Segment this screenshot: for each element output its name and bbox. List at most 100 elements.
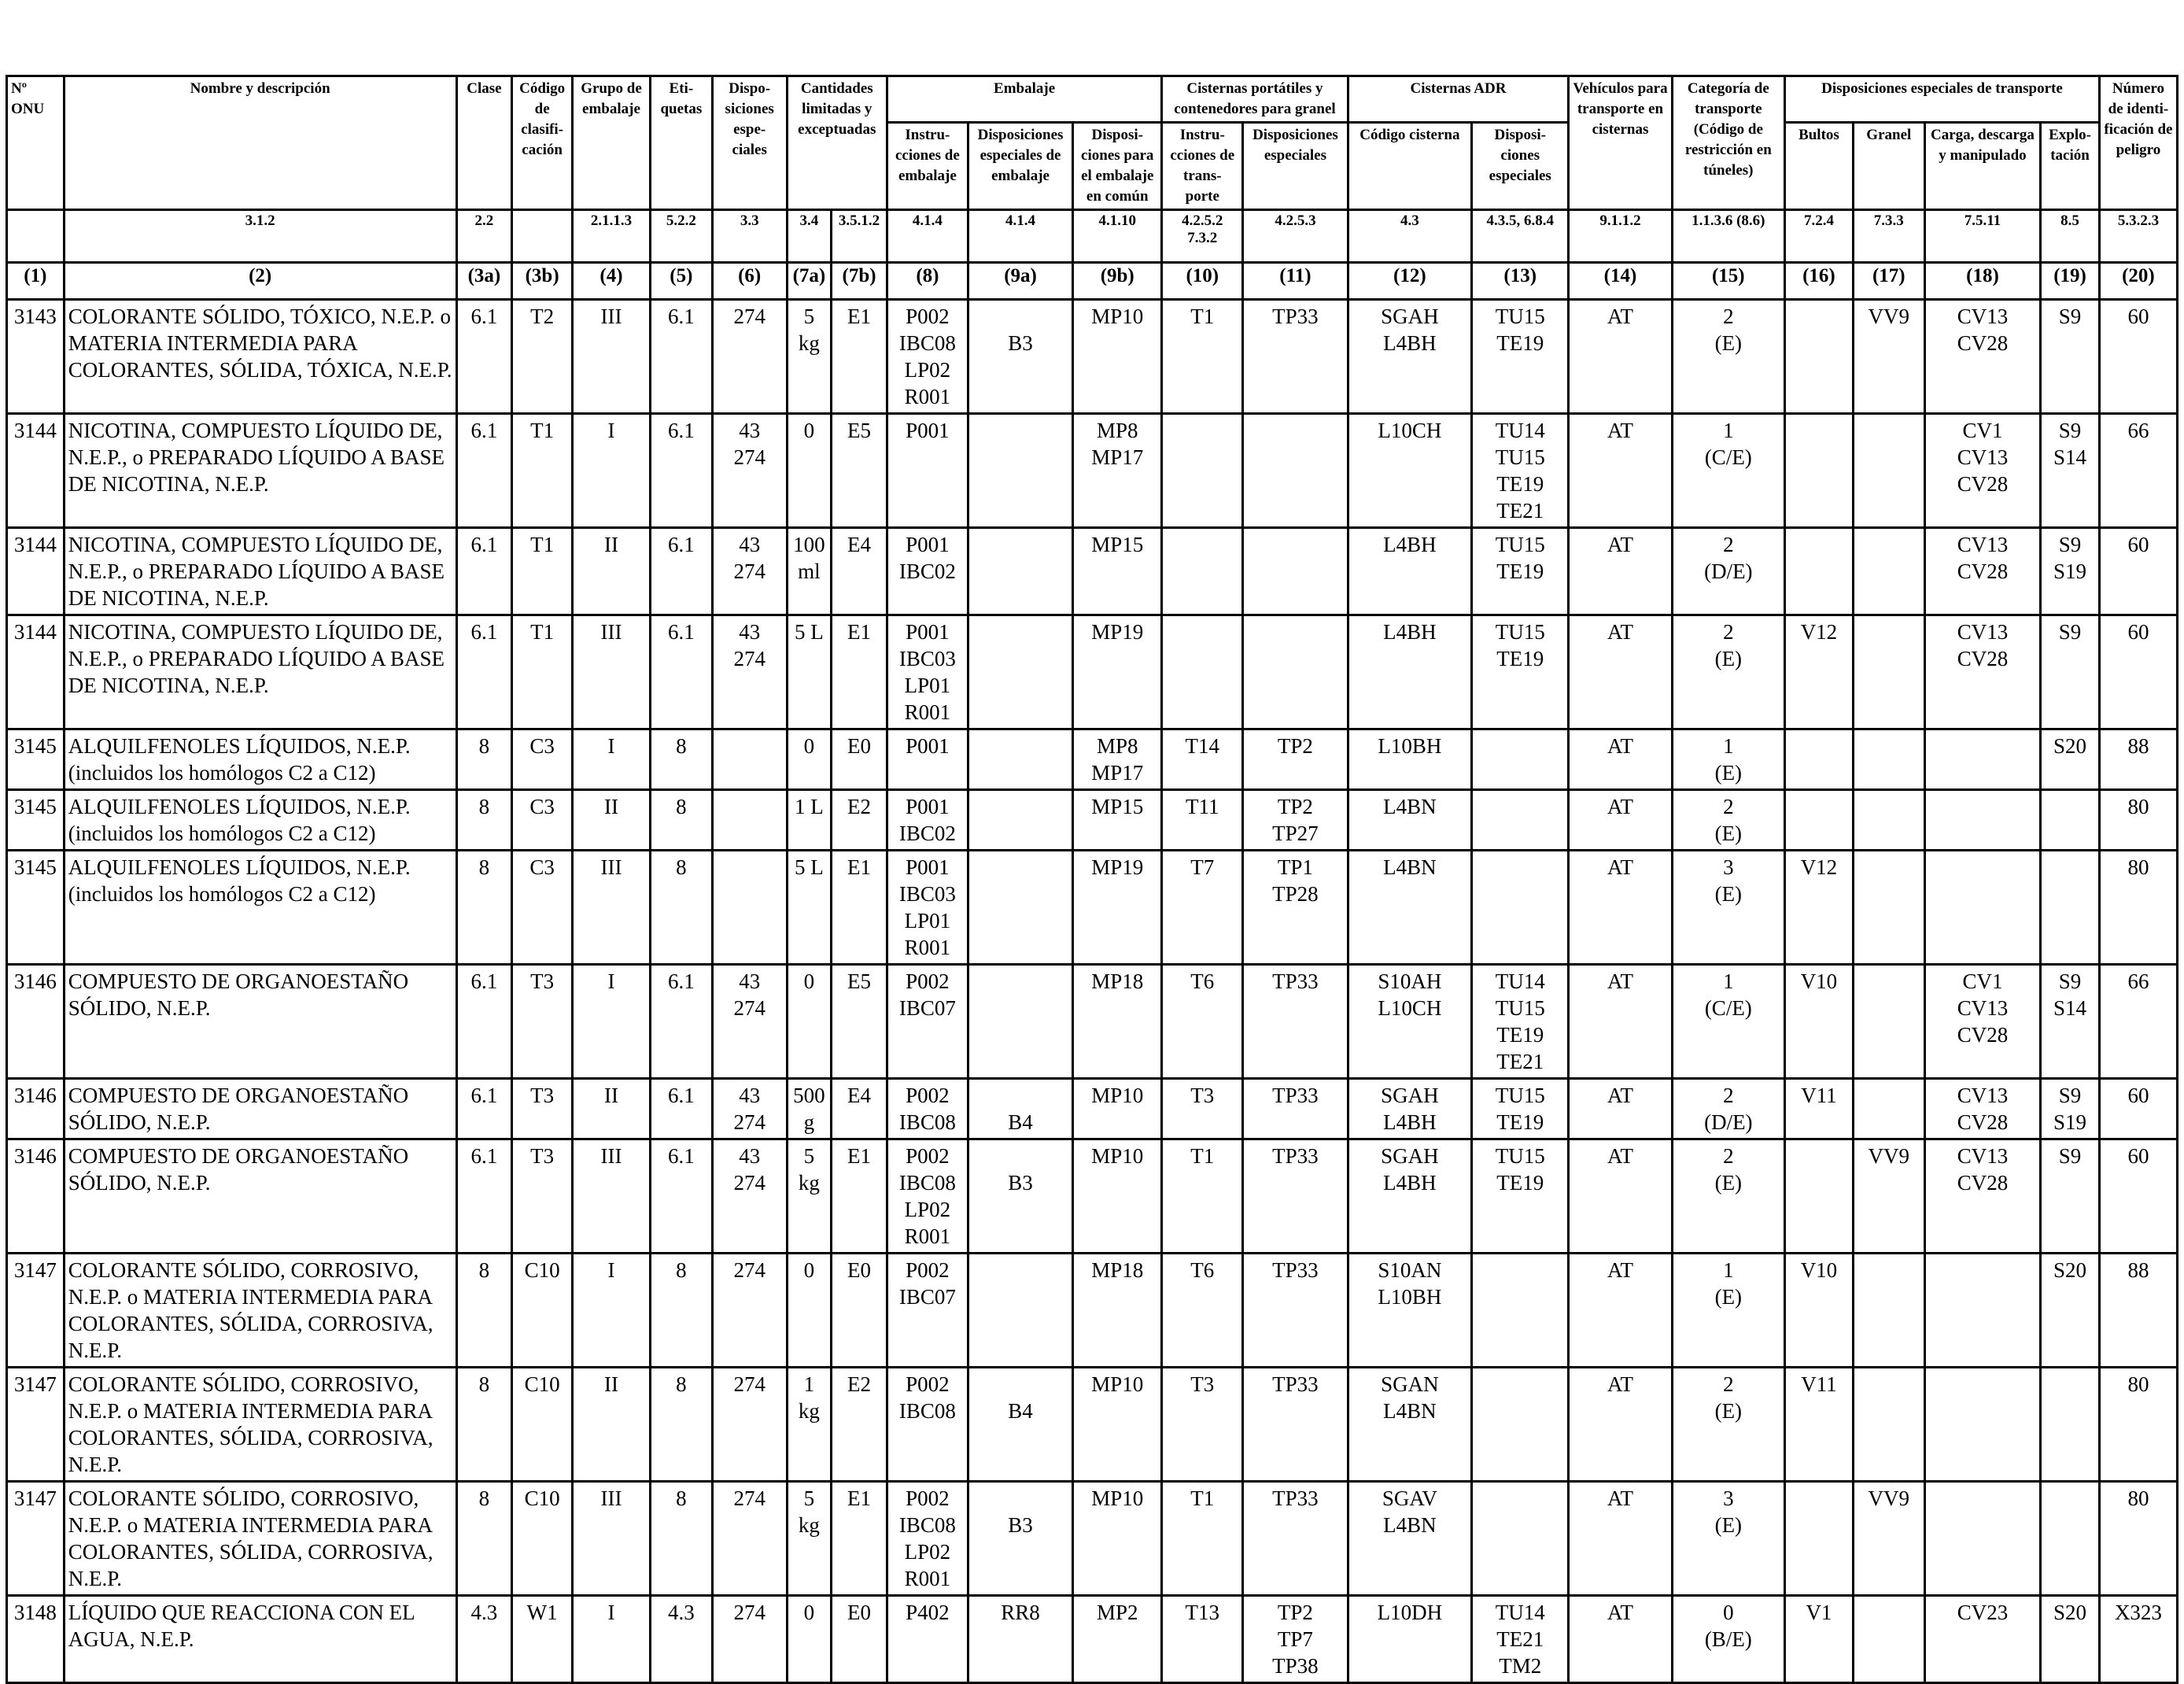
table-cell: C10 xyxy=(511,1480,574,1597)
un-number-cell: 3147 xyxy=(6,1480,65,1597)
table-cell: 6.1 xyxy=(455,526,514,616)
column-number: (4) xyxy=(571,261,651,301)
table-cell: CV13 CV28 xyxy=(1923,1138,2042,1254)
table-cell xyxy=(1784,526,1854,616)
table-cell: SGAH L4BH xyxy=(1346,1077,1474,1140)
table-cell xyxy=(966,963,1075,1080)
substance-name-cell: NICOTINA, COMPUESTO LÍQUIDO DE, N.E.P., … xyxy=(62,412,458,529)
substance-name-cell: COLORANTE SÓLIDO, CORROSIVO, N.E.P. o MA… xyxy=(62,1366,458,1483)
un-number-cell: 3146 xyxy=(6,963,65,1080)
table-cell: 6.1 xyxy=(455,1077,514,1140)
header-row-refs: 3.1.2 2.2 2.1.1.3 5.2.2 3.3 3.4 3.5.1.2 … xyxy=(6,209,2179,264)
table-cell: S9 xyxy=(2039,1138,2101,1254)
table-cell: AT xyxy=(1567,412,1673,529)
ref-cell: 3.1.2 xyxy=(62,209,458,264)
table-cell: II xyxy=(571,788,651,851)
table-cell xyxy=(2039,849,2101,966)
table-cell: I xyxy=(571,728,651,791)
table-cell: 2 (D/E) xyxy=(1670,526,1787,616)
table-cell: W1 xyxy=(511,1594,574,1684)
table-cell: 6.1 xyxy=(455,963,514,1080)
table-body: 3143 COLORANTE SÓLIDO, TÓXICO, N.E.P. o M… xyxy=(6,298,2179,1684)
table-cell xyxy=(1851,614,1926,730)
table-cell: MP10 xyxy=(1072,1077,1164,1140)
table-cell: 8 xyxy=(648,849,714,966)
substance-name-cell: COLORANTE SÓLIDO, CORROSIVO, N.E.P. o MA… xyxy=(62,1480,458,1597)
table-cell: S9 xyxy=(2039,298,2101,415)
table-row: 3145 ALQUILFENOLES LÍQUIDOS, N.E.P. (incl… xyxy=(6,728,2179,791)
table-cell: 0 xyxy=(785,1594,833,1684)
header-clase: Clase xyxy=(455,75,514,211)
table-cell: S20 xyxy=(2039,1252,2101,1368)
table-cell: L4BH xyxy=(1346,526,1474,616)
header-disp-esp-adr: Disposi- ciones especiales xyxy=(1470,121,1570,211)
table-cell: 274 xyxy=(710,298,788,415)
table-cell: 3 (E) xyxy=(1670,849,1787,966)
header-codigo-cisterna: Código cisterna xyxy=(1346,121,1474,211)
table-cell xyxy=(2039,788,2101,851)
table-cell: 0 xyxy=(785,1252,833,1368)
column-number: (3b) xyxy=(511,261,574,301)
table-cell: S9 S19 xyxy=(2039,526,2101,616)
table-cell: E1 xyxy=(830,1138,888,1254)
column-number: (7a) xyxy=(785,261,833,301)
table-cell: P002 IBC08 xyxy=(885,1077,969,1140)
table-cell: 60 xyxy=(2097,1077,2179,1140)
table-row: 3148 LÍQUIDO QUE REACCIONA CON EL AGUA, N… xyxy=(6,1594,2179,1684)
table-cell: MP19 xyxy=(1072,849,1164,966)
column-number: (8) xyxy=(885,261,969,301)
table-cell: C3 xyxy=(511,849,574,966)
table-cell: V12 xyxy=(1784,614,1854,730)
ref-cell: 4.3 xyxy=(1346,209,1474,264)
table-cell: AT xyxy=(1567,1252,1673,1368)
column-number: (5) xyxy=(648,261,714,301)
table-cell: T1 xyxy=(511,614,574,730)
table-cell: AT xyxy=(1567,788,1673,851)
table-cell: 1 (E) xyxy=(1670,1252,1787,1368)
table-cell: T1 xyxy=(511,412,574,529)
column-number: (1) xyxy=(6,261,65,301)
table-cell: 274 xyxy=(710,1252,788,1368)
table-cell: SGAV L4BN xyxy=(1346,1480,1474,1597)
table-cell: 6.1 xyxy=(455,614,514,730)
table-cell: 1 (C/E) xyxy=(1670,412,1787,529)
table-cell: T6 xyxy=(1160,963,1245,1080)
substance-name-cell: NICOTINA, COMPUESTO LÍQUIDO DE, N.E.P., … xyxy=(62,526,458,616)
table-cell: VV9 xyxy=(1851,1480,1926,1597)
table-cell: TP33 xyxy=(1241,963,1349,1080)
header-granel: Granel xyxy=(1851,121,1926,211)
table-cell: III xyxy=(571,1480,651,1597)
table-cell: MP19 xyxy=(1072,614,1164,730)
ref-cell: 4.1.4 xyxy=(966,209,1075,264)
table-cell: 6.1 xyxy=(648,614,714,730)
table-cell: CV1 CV13 CV28 xyxy=(1923,963,2042,1080)
column-number: (7b) xyxy=(830,261,888,301)
table-cell: T3 xyxy=(511,1077,574,1140)
table-row: 3144 NICOTINA, COMPUESTO LÍQUIDO DE, N.E.… xyxy=(6,526,2179,616)
table-cell: TP33 xyxy=(1241,1138,1349,1254)
table-cell: L4BH xyxy=(1346,614,1474,730)
table-cell: 43 274 xyxy=(710,963,788,1080)
table-cell: III xyxy=(571,1138,651,1254)
table-cell xyxy=(1851,849,1926,966)
table-cell: MP15 xyxy=(1072,526,1164,616)
table-cell: 8 xyxy=(455,728,514,791)
table-cell: MP10 xyxy=(1072,298,1164,415)
table-cell: 3 (E) xyxy=(1670,1480,1787,1597)
ref-cell: 4.1.10 xyxy=(1072,209,1164,264)
header-explotacion: Explo- tación xyxy=(2039,121,2101,211)
table-cell xyxy=(710,788,788,851)
table-cell: I xyxy=(571,1252,651,1368)
table-cell xyxy=(2039,1366,2101,1483)
header-name: Nombre y descripción xyxy=(62,75,458,211)
un-number-cell: 3144 xyxy=(6,412,65,529)
table-cell: TP2 TP27 xyxy=(1241,788,1349,851)
header-row-column-numbers: (1) (2) (3a) (3b) (4) (5) (6) (7a) (7b) … xyxy=(6,261,2179,301)
table-cell: 5 kg xyxy=(785,1138,833,1254)
table-cell: 80 xyxy=(2097,788,2179,851)
table-cell: AT xyxy=(1567,963,1673,1080)
table-cell: 6.1 xyxy=(455,298,514,415)
column-number: (17) xyxy=(1851,261,1926,301)
table-cell xyxy=(710,849,788,966)
table-cell xyxy=(1470,728,1570,791)
